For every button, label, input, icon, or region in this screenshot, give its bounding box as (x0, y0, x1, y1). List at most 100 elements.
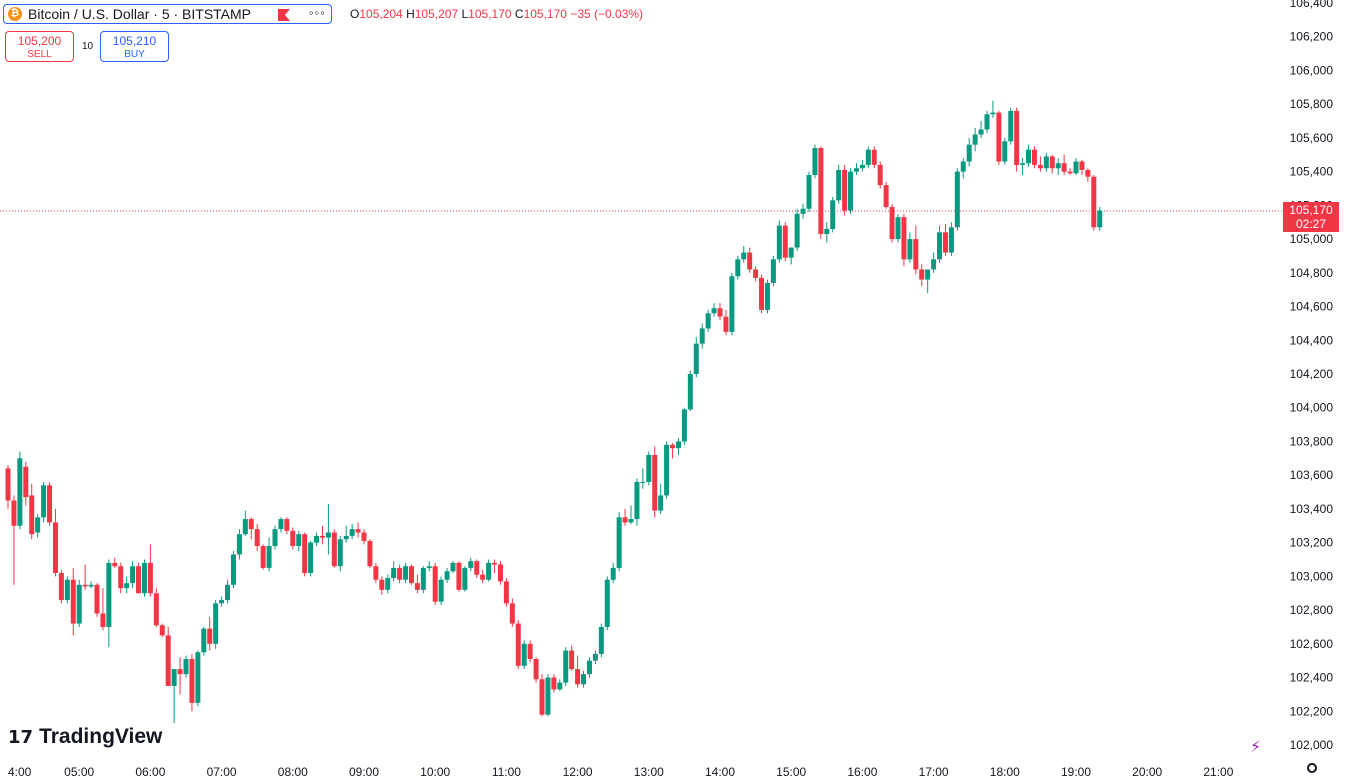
candle-body (836, 169, 842, 201)
candle (248, 517, 254, 540)
candle-body (325, 532, 331, 538)
more-options-icon[interactable]: ◦◦◦ (309, 5, 326, 20)
candle-body (35, 517, 41, 533)
candle (628, 505, 634, 525)
candle (836, 164, 842, 204)
candle (996, 110, 1002, 165)
candle-body (818, 148, 824, 235)
lightning-icon[interactable]: ⚡ (1250, 737, 1262, 756)
candle-body (230, 554, 236, 585)
candle (177, 657, 183, 695)
candle-body (361, 532, 367, 541)
candle (913, 225, 919, 275)
candle-body (1049, 156, 1055, 169)
candle (782, 222, 788, 262)
candle (64, 576, 70, 604)
candle-body (420, 567, 426, 590)
candle (100, 588, 106, 631)
candle-body (865, 149, 871, 165)
x-tick-label: 12:00 (563, 765, 593, 779)
gear-icon[interactable] (1307, 763, 1317, 773)
candle (35, 513, 41, 538)
candle (675, 438, 681, 455)
candle-body (314, 535, 320, 543)
candle-body (853, 168, 859, 172)
price-axis[interactable]: 102,000 102,200 102,400 102,600 102,800 103,0… (1290, 0, 1334, 752)
candle-body (776, 225, 782, 260)
candle (29, 483, 35, 540)
candle (990, 100, 996, 118)
tradingview-mark-icon: 17 (8, 726, 34, 748)
candle-body (136, 566, 142, 594)
candle (984, 110, 990, 133)
candle-body (515, 623, 521, 666)
candle-body (978, 129, 984, 135)
candle (960, 158, 966, 179)
candle-body (124, 583, 130, 589)
y-tick-label: 105,000 (1290, 232, 1334, 246)
candle-body (147, 562, 153, 594)
sell-button[interactable]: 105,200 SELL (5, 31, 74, 62)
candle-body (1031, 149, 1037, 165)
candle-body (717, 308, 723, 317)
candle (509, 598, 515, 627)
candle-body (195, 652, 201, 703)
symbol-selector[interactable]: ₿ Bitcoin / U.S. Dollar · 5 · BITSTAMP ◦… (3, 4, 332, 24)
candle-body (1002, 141, 1008, 162)
candle (278, 517, 284, 533)
candle-body (391, 567, 397, 579)
candle-body (681, 409, 687, 442)
time-axis[interactable]: 4:00 05:00 06:00 07:00 08:00 09:00 10:00 11:00 1… (8, 765, 1234, 779)
buy-button[interactable]: 105,210 BUY (100, 31, 169, 62)
candle (515, 620, 521, 670)
candle-body (254, 529, 260, 547)
candle-body (901, 217, 907, 260)
y-tick-label: 104,600 (1290, 300, 1334, 314)
candle (201, 626, 207, 656)
candle (47, 481, 53, 526)
candle-body (652, 454, 658, 511)
candle (207, 616, 213, 651)
candle (586, 657, 592, 678)
x-tick-label: 09:00 (349, 765, 379, 779)
candle-body (219, 599, 225, 604)
candle (94, 583, 100, 617)
x-tick-label: 17:00 (919, 765, 949, 779)
candle-body (171, 669, 177, 686)
candle-body (337, 539, 343, 567)
candle-body (711, 308, 717, 314)
x-tick-label: 14:00 (705, 765, 735, 779)
candle (118, 562, 124, 594)
candle (954, 168, 960, 231)
candle (824, 222, 830, 243)
y-tick-label: 103,400 (1290, 502, 1334, 516)
y-tick-label: 103,600 (1290, 468, 1334, 482)
candle (254, 524, 260, 552)
candle (420, 566, 426, 594)
candle (82, 564, 88, 590)
candle (349, 524, 355, 540)
candle (1008, 107, 1014, 145)
candle-body (408, 566, 414, 584)
candle (195, 650, 201, 707)
candle-body (634, 481, 640, 520)
candle (11, 495, 17, 585)
candle-body (278, 519, 284, 530)
candle-body (581, 674, 587, 685)
candle-body (664, 444, 670, 496)
candle-body (141, 562, 147, 594)
flag-icon[interactable] (278, 9, 290, 21)
candle (764, 279, 770, 314)
candle-body (569, 650, 575, 670)
buy-label: BUY (124, 49, 145, 60)
candle (604, 576, 610, 631)
candle-body (788, 247, 794, 258)
y-tick-label: 103,200 (1290, 536, 1334, 550)
candle-body (64, 579, 70, 600)
candle-body (913, 239, 919, 270)
candle-body (47, 485, 53, 523)
candle-body (1055, 163, 1061, 169)
tradingview-logo[interactable]: 17 TradingView (8, 725, 162, 749)
last-price-label: 105,170 02:27 (1283, 202, 1339, 232)
